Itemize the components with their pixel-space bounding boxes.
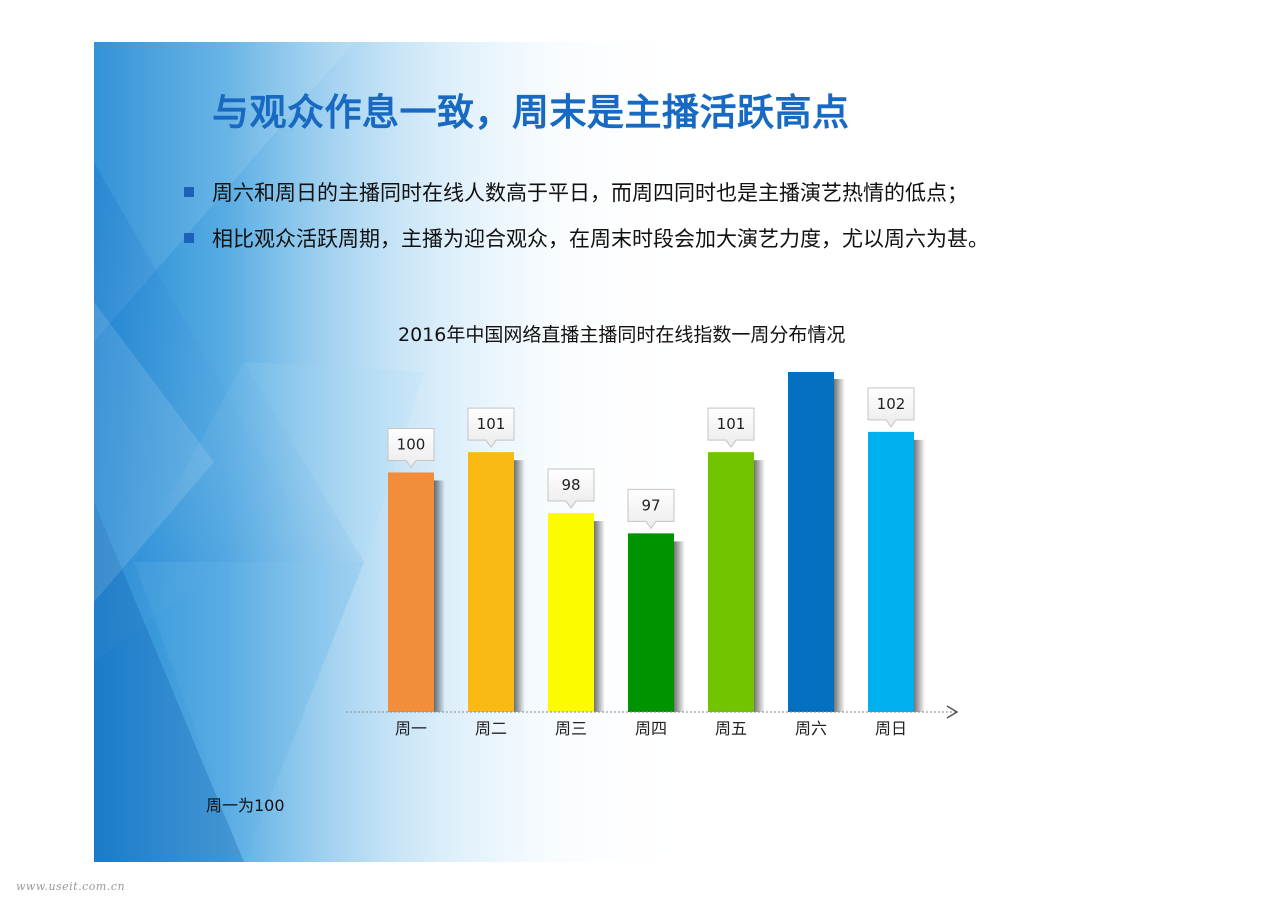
bar-shadow xyxy=(434,480,445,712)
data-label: 101 xyxy=(717,415,746,433)
slide-background xyxy=(94,42,1206,862)
bullet-item: 周六和周日的主播同时在线人数高于平日，而周四同时也是主播演艺热情的低点； xyxy=(182,170,989,216)
bar xyxy=(548,513,594,712)
bar-shadow xyxy=(834,378,845,712)
data-label-callout xyxy=(707,407,755,449)
bar-chart: 100周一101周二98周三97周四101周五105周六102周日 xyxy=(346,372,959,738)
data-label-callout xyxy=(627,488,675,530)
chart-footnote: 周一为100 xyxy=(206,796,285,815)
slide: 与观众作息一致，周末是主播活跃高点 周六和周日的主播同时在线人数高于平日，而周四… xyxy=(94,42,1206,862)
square-bullet-icon xyxy=(184,187,194,197)
data-label-callout xyxy=(547,468,595,509)
x-axis-arrow-icon xyxy=(946,705,959,719)
chart-title: 2016年中国网络直播主播同时在线指数一周分布情况 xyxy=(398,324,846,346)
bar xyxy=(468,452,514,712)
bar-shadow xyxy=(514,460,525,712)
data-label: 102 xyxy=(877,395,906,413)
data-label: 101 xyxy=(477,415,506,433)
data-label: 97 xyxy=(641,496,660,514)
bullet-text: 周六和周日的主播同时在线人数高于平日，而周四同时也是主播演艺热情的低点； xyxy=(212,181,968,205)
x-tick-label: 周三 xyxy=(555,719,587,738)
bullet-text: 相比观众活跃周期，主播为迎合观众，在周末时段会加大演艺力度，尤以周六为甚。 xyxy=(212,227,989,251)
data-label-callout xyxy=(467,407,515,449)
data-label-callout xyxy=(387,427,435,469)
x-tick-label: 周二 xyxy=(475,719,507,738)
bar xyxy=(788,372,834,712)
bar xyxy=(868,431,914,712)
x-tick-label: 周四 xyxy=(635,719,667,738)
bullet-item: 相比观众活跃周期，主播为迎合观众，在周末时段会加大演艺力度，尤以周六为甚。 xyxy=(182,216,989,262)
bar xyxy=(388,472,434,712)
bar-shadow xyxy=(914,439,925,712)
x-tick-label: 周六 xyxy=(795,719,827,738)
data-label: 98 xyxy=(561,476,580,494)
bar-shadow xyxy=(594,521,605,712)
bar-shadow xyxy=(754,460,765,712)
bar xyxy=(628,533,674,712)
x-tick-label: 周日 xyxy=(875,719,907,738)
data-label: 100 xyxy=(397,435,426,453)
square-bullet-icon xyxy=(184,233,194,243)
bullet-list: 周六和周日的主播同时在线人数高于平日，而周四同时也是主播演艺热情的低点； 相比观… xyxy=(182,170,989,262)
x-tick-label: 周一 xyxy=(395,719,427,738)
watermark-text: www.useit.com.cn xyxy=(16,880,126,893)
slide-title: 与观众作息一致，周末是主播活跃高点 xyxy=(212,91,850,134)
chart-marks: 100周一101周二98周三97周四101周五105周六102周日 xyxy=(387,372,925,738)
bar xyxy=(708,452,754,712)
bar-shadow xyxy=(674,541,685,712)
data-label-callout xyxy=(867,387,915,428)
x-tick-label: 周五 xyxy=(715,719,747,738)
